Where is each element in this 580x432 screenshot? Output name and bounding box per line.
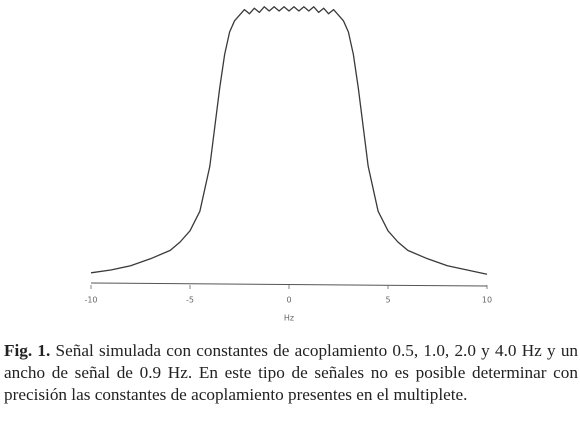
x-tick-label: 10 (482, 296, 492, 305)
x-tick-label: -10 (84, 296, 97, 305)
x-axis (90, 282, 488, 287)
caption-text: Señal simulada con constantes de acoplam… (4, 341, 579, 404)
x-tick-label: 0 (286, 296, 291, 305)
x-axis-label: Hz (284, 314, 294, 323)
x-tick-label: 5 (385, 296, 390, 305)
signal-line (90, 6, 488, 275)
x-tick-label: -5 (186, 296, 194, 305)
caption-label: Fig. 1. (4, 341, 51, 360)
figure-caption: Fig. 1. Señal simulada con constantes de… (4, 340, 578, 406)
chart: Hz -10 -5 0 5 10 (84, 6, 492, 323)
